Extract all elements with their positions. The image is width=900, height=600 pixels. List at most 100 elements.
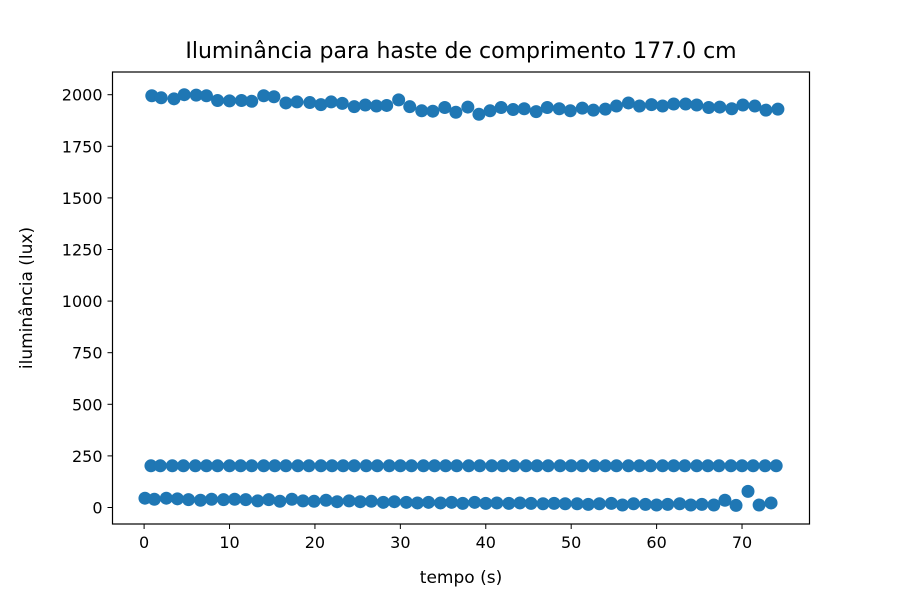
data-point [702,101,716,114]
data-point [303,96,317,110]
data-point [359,459,373,473]
x-tick-label: 70 [732,533,752,552]
data-point [165,459,179,473]
data-point [712,459,726,473]
data-point [325,459,339,473]
data-point [189,88,203,102]
y-axis-label: iluminância (lux) [17,227,37,369]
data-point [506,103,520,117]
data-point [364,494,378,508]
data-point [399,495,413,509]
data-point [438,101,452,114]
data-point [211,459,225,473]
data-point [234,93,248,107]
x-tick-label: 20 [305,533,325,552]
data-point [598,102,612,116]
data-point [724,459,738,473]
data-point [267,90,281,104]
data-point [245,459,259,473]
data-point [314,459,328,473]
data-point [347,100,361,114]
data-point [479,496,493,510]
data-point [552,102,566,116]
data-point [485,459,499,473]
data-point [547,496,561,510]
data-point [415,104,429,118]
data-point [684,498,698,512]
data-point [382,459,396,473]
data-point [199,89,213,103]
data-point [644,459,658,473]
data-point [564,459,578,473]
data-point [193,493,207,507]
data-point [268,459,282,473]
data-point [586,103,600,117]
y-tick-label: 1000 [62,292,103,311]
data-point [764,496,778,510]
data-point [403,100,417,114]
data-point [428,459,442,473]
data-point [553,459,567,473]
x-tick-label: 0 [139,533,149,552]
data-point [679,97,693,111]
data-point [472,107,486,121]
data-point [138,491,152,505]
data-point [592,497,606,511]
data-point [627,497,641,511]
data-point [609,459,623,473]
data-point [239,493,253,507]
data-point [536,497,550,511]
y-tick-label: 1750 [62,137,103,156]
data-point [729,498,743,512]
data-point [199,459,213,473]
x-tick-label: 50 [561,533,581,552]
data-point [257,89,271,103]
data-point [330,495,344,509]
data-point [290,95,304,109]
data-point [217,493,231,507]
data-point [707,498,721,512]
data-point [387,495,401,509]
data-point [529,105,543,119]
data-point [661,497,675,511]
data-point [667,459,681,473]
data-point [307,494,321,508]
data-point [296,494,310,508]
data-point [188,459,202,473]
data-point [404,459,418,473]
data-point [570,497,584,511]
data-point [621,459,635,473]
data-point [380,98,394,112]
y-tick-label: 1250 [62,240,103,259]
data-point [575,459,589,473]
data-point [177,88,191,102]
data-point [736,98,750,112]
data-point [701,459,715,473]
data-point [598,459,612,473]
data-point [507,459,521,473]
data-point [291,459,305,473]
x-tick-label: 60 [646,533,666,552]
data-point [211,93,225,107]
data-point [494,101,508,114]
data-point [468,495,482,509]
data-point [223,459,237,473]
data-point [279,96,293,110]
data-point [223,94,237,108]
data-point [159,491,173,505]
x-tick-label: 40 [476,533,496,552]
data-point [285,492,299,506]
data-point [422,495,436,509]
ticks-layer: 0 10 20 30 40 50 60 70 0 250 500 750 1000 1250 1500 175… [62,86,752,552]
data-point [449,105,463,119]
data-point [490,496,504,510]
data-point [746,459,760,473]
data-point [473,459,487,473]
y-tick-label: 500 [72,395,103,414]
data-point [519,459,533,473]
plot-frame [111,71,811,525]
data-point [621,96,635,110]
data-point [581,497,595,511]
data-point [450,459,464,473]
data-point [587,459,601,473]
